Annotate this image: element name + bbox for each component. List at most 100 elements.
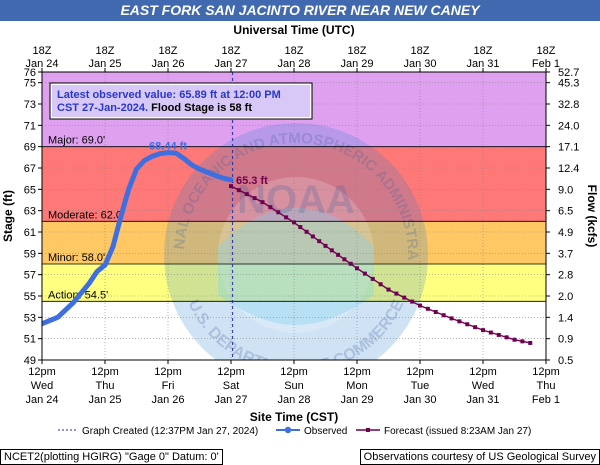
x-tick-label-date: Jan 26 bbox=[151, 394, 184, 406]
x2-tick-label-date: Jan 25 bbox=[88, 58, 121, 70]
x2-tick-label-date: Jan 29 bbox=[340, 58, 373, 70]
y2-tick-label: 0.5 bbox=[558, 355, 573, 367]
forecast-point bbox=[252, 196, 257, 201]
legend-created-label: Graph Created (12:37PM Jan 27, 2024) bbox=[82, 426, 258, 437]
forecast-point bbox=[465, 322, 470, 327]
forecast-point bbox=[410, 299, 415, 304]
info-flood-stage: Flood Stage is 58 ft bbox=[148, 102, 252, 114]
x-tick-label-time: 12pm bbox=[91, 366, 119, 378]
y-tick-label: 53 bbox=[24, 312, 36, 324]
x-tick-label-day: Tue bbox=[411, 380, 430, 392]
y-tick-label: 57 bbox=[24, 270, 36, 282]
forecast-point bbox=[457, 319, 462, 324]
x-tick-label-date: Jan 31 bbox=[466, 394, 499, 406]
forecast-point bbox=[496, 332, 501, 337]
forecast-point bbox=[268, 205, 273, 210]
y2-tick-label: 4.9 bbox=[558, 227, 573, 239]
forecast-point bbox=[378, 282, 383, 287]
x2-tick-label-time: 18Z bbox=[348, 45, 367, 57]
y2-tick-label: 32.8 bbox=[558, 99, 579, 111]
y-tick-label: 63 bbox=[24, 206, 36, 218]
y-tick-label: 61 bbox=[24, 227, 36, 239]
forecast-point bbox=[370, 276, 375, 281]
y2-tick-label: 3.7 bbox=[558, 248, 573, 260]
forecast-point bbox=[402, 295, 407, 300]
forecast-point bbox=[433, 310, 438, 314]
forecast-point bbox=[292, 220, 296, 225]
forecast-point bbox=[284, 215, 289, 220]
forecast-point bbox=[276, 210, 281, 215]
legend-observed-marker bbox=[284, 426, 292, 434]
y2-tick-label: 2.8 bbox=[558, 270, 573, 282]
y-tick-label: 59 bbox=[24, 248, 36, 260]
footer-credits: Observations courtesy of US Geological S… bbox=[359, 449, 600, 465]
category-label-minor: Minor: 58.0' bbox=[48, 252, 105, 264]
forecast-point bbox=[342, 257, 347, 262]
forecast-point bbox=[441, 313, 446, 318]
legend-forecast-label: Forecast (issued 8:23AM Jan 27) bbox=[384, 426, 531, 437]
x-tick-label-date: Jan 24 bbox=[25, 394, 58, 406]
y-tick-label: 73 bbox=[24, 99, 36, 111]
y-tick-label: 76 bbox=[24, 67, 36, 79]
x-axis-label: Site Time (CST) bbox=[250, 410, 338, 424]
x-tick-label-time: 12pm bbox=[28, 366, 56, 378]
forecast-point bbox=[317, 239, 322, 244]
forecast-point bbox=[504, 335, 509, 340]
forecast-point bbox=[298, 225, 303, 230]
x2-tick-label-time: 18Z bbox=[537, 45, 556, 57]
seal-noaa-text: NOAA bbox=[237, 178, 355, 222]
x2-tick-label-time: 18Z bbox=[285, 45, 304, 57]
x-tick-label-time: 12pm bbox=[154, 366, 182, 378]
forecast-start-annotation: 65.3 ft bbox=[236, 175, 268, 187]
forecast-point bbox=[244, 192, 249, 197]
forecast-point bbox=[488, 330, 493, 335]
forecast-point bbox=[394, 291, 399, 296]
forecast-point bbox=[449, 316, 454, 321]
forecast-point bbox=[323, 243, 328, 248]
y2-tick-label: 9.0 bbox=[558, 184, 573, 196]
y-tick-label: 71 bbox=[24, 120, 36, 132]
y-tick-label: 51 bbox=[24, 334, 36, 346]
info-latest-observed: Latest observed value: 65.89 ft at 12:00… bbox=[57, 89, 281, 101]
y-tick-label: 55 bbox=[24, 291, 36, 303]
x-tick-label-time: 12pm bbox=[217, 366, 245, 378]
x2-tick-label-date: Jan 24 bbox=[25, 58, 58, 70]
top-axis-label: Universal Time (UTC) bbox=[233, 23, 354, 37]
annotations: 68.44 ft 65.3 ft bbox=[149, 141, 268, 187]
y-tick-label: 75 bbox=[24, 78, 36, 90]
forecast-point bbox=[236, 188, 241, 193]
y2-tick-label: 2.0 bbox=[558, 291, 573, 303]
y-tick-label: 65 bbox=[24, 184, 36, 196]
y-axis-label: Stage (ft) bbox=[1, 190, 15, 242]
forecast-point bbox=[520, 339, 525, 344]
forecast-point bbox=[512, 337, 517, 342]
x-tick-label-time: 12pm bbox=[469, 366, 497, 378]
forecast-point bbox=[362, 271, 367, 276]
forecast-point bbox=[336, 252, 341, 257]
x-tick-label-date: Jan 30 bbox=[403, 394, 436, 406]
x2-tick-label-time: 18Z bbox=[474, 45, 493, 57]
x-tick-label-date: Jan 25 bbox=[88, 394, 121, 406]
x-tick-label-day: Thu bbox=[96, 380, 115, 392]
y2-tick-label: 52.7 bbox=[558, 67, 579, 79]
x-tick-label-day: Thu bbox=[537, 380, 556, 392]
x-tick-label-date: Jan 27 bbox=[214, 394, 247, 406]
x-tick-label-time: 12pm bbox=[532, 366, 560, 378]
x-tick-label-day: Sat bbox=[223, 380, 240, 392]
forecast-point bbox=[418, 303, 422, 308]
forecast-point bbox=[229, 184, 233, 189]
y2-tick-label: 45.3 bbox=[558, 78, 579, 90]
chart-title-banner: EAST FORK SAN JACINTO RIVER NEAR NEW CAN… bbox=[0, 0, 600, 21]
seal-disc bbox=[164, 123, 428, 360]
info-date: CST 27-Jan-2024. bbox=[57, 102, 148, 114]
y2-tick-label: 24.0 bbox=[558, 120, 579, 132]
x2-tick-label-date: Jan 31 bbox=[466, 58, 499, 70]
x-tick-label-time: 12pm bbox=[280, 366, 308, 378]
x2-tick-label-date: Jan 30 bbox=[403, 58, 436, 70]
forecast-point bbox=[386, 287, 391, 292]
forecast-point bbox=[304, 229, 309, 234]
peak-annotation: 68.44 ft bbox=[149, 141, 187, 153]
x-tick-label-time: 12pm bbox=[343, 366, 371, 378]
y2-tick-label: 17.1 bbox=[558, 142, 579, 154]
footer-datum-info: NCET2(plotting HGIRG) "Gage 0" Datum: 0' bbox=[0, 449, 223, 465]
